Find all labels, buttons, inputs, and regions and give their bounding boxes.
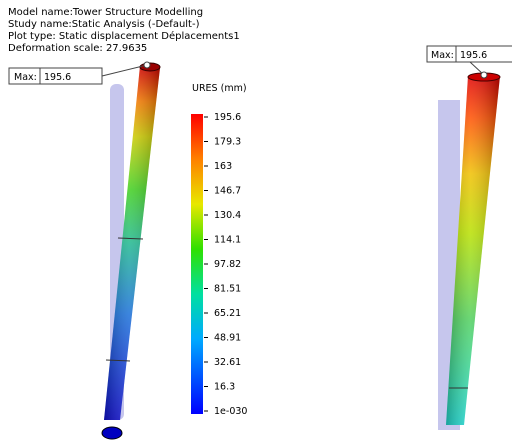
probe-point — [144, 62, 150, 68]
right-model — [438, 73, 500, 430]
legend-label: 48.91 — [214, 333, 241, 344]
info-line: Deformation scale: 27.9635 — [8, 43, 147, 54]
color-bar — [191, 114, 203, 414]
info-line: Plot type: Static displacement Déplaceme… — [8, 30, 240, 42]
probe-value: 195.6 — [44, 72, 71, 83]
legend-title: URES (mm) — [192, 83, 247, 94]
legend: URES (mm) 195.6 179.3 163 146.7 130.4 114.1 97… — [191, 83, 247, 417]
screen: Model name:Tower Structure Modelling Stu… — [0, 0, 512, 446]
probe-label: Max: — [431, 50, 454, 61]
legend-label: 81.51 — [214, 284, 241, 295]
legend-label: 130.4 — [214, 210, 241, 221]
probe-value: 195.6 — [460, 50, 487, 61]
legend-label: 195.6 — [214, 112, 241, 123]
legend-label: 65.21 — [214, 308, 241, 319]
probe-label: Max: — [14, 72, 37, 83]
probe-left: Max: 195.6 — [9, 62, 150, 84]
info-line: Model name:Tower Structure Modelling — [8, 7, 203, 18]
info-block: Model name:Tower Structure Modelling Stu… — [8, 7, 240, 54]
viewport: Model name:Tower Structure Modelling Stu… — [0, 0, 512, 446]
legend-label: 146.7 — [214, 186, 241, 197]
left-model — [102, 63, 160, 439]
legend-label: 1e-030 — [214, 406, 247, 417]
tower-base — [102, 427, 122, 439]
legend-label: 32.61 — [214, 357, 241, 368]
legend-label: 114.1 — [214, 235, 241, 246]
legend-label: 179.3 — [214, 137, 241, 148]
probe-point — [481, 72, 487, 78]
info-line: Study name:Static Analysis (-Default-) — [8, 19, 200, 30]
legend-label: 16.3 — [214, 382, 235, 393]
probe-right: Max: 195.6 — [427, 46, 512, 78]
legend-label: 163 — [214, 161, 232, 172]
legend-label: 97.82 — [214, 259, 241, 270]
